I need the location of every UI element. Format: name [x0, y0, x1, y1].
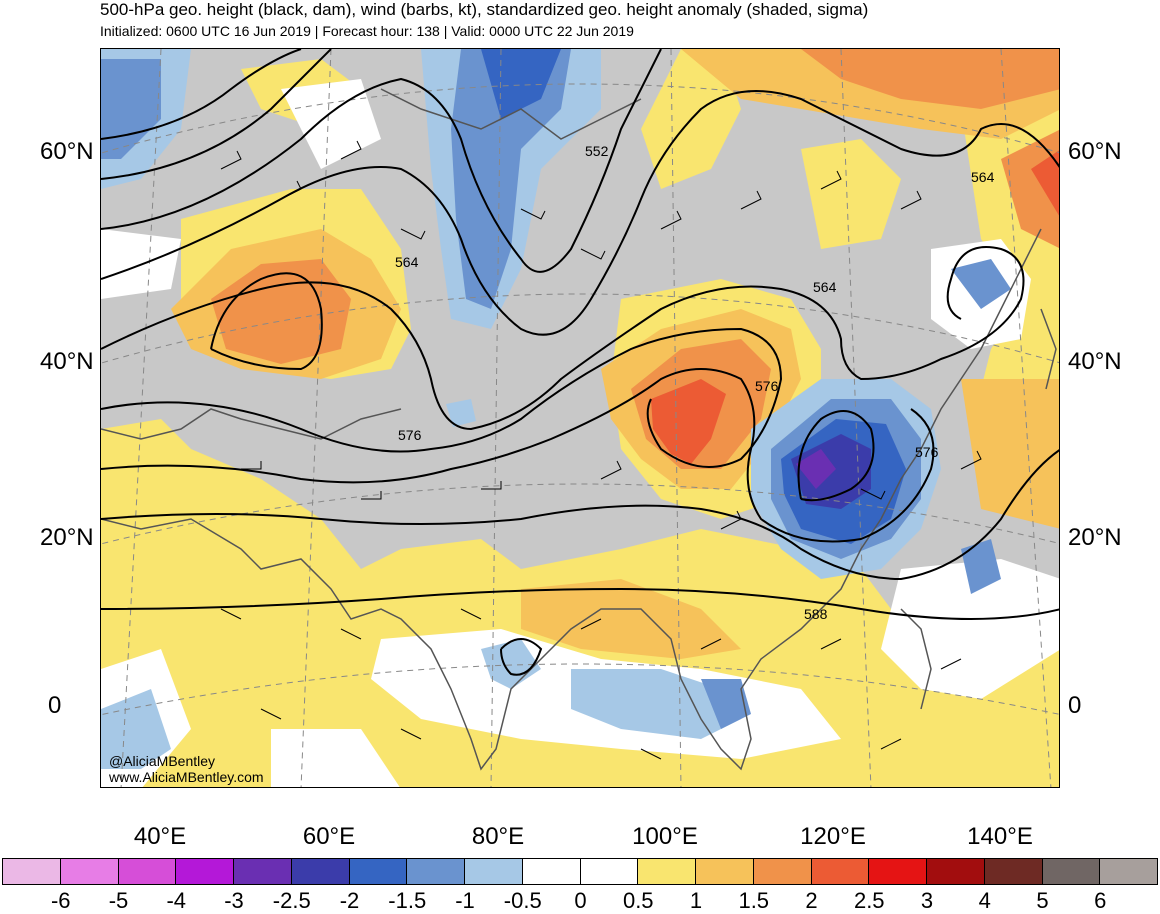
negative-anomaly-blue [101, 49, 1011, 769]
colorbar-label: -1 [455, 888, 475, 913]
colorbar-swatch [175, 858, 234, 885]
colorbar-label: -6 [50, 888, 71, 913]
colorbar-swatch [59, 858, 119, 885]
colorbar-swatch [579, 858, 639, 885]
colorbar-label: -4 [166, 888, 187, 913]
contour-label: 576 [755, 378, 779, 394]
colorbar-label: -1.5 [388, 888, 427, 913]
contour-label: 552 [585, 143, 609, 159]
lat-label-40n-left: 40°N [40, 348, 94, 375]
colorbar-label: 1.5 [738, 888, 770, 913]
map-subtitle: Initialized: 0600 UTC 16 Jun 2019 | Fore… [100, 23, 634, 39]
colorbar-label: -2 [339, 888, 360, 913]
lat-label-40n-right: 40°N [1068, 348, 1122, 375]
lon-label-120e: 120°E [800, 823, 866, 850]
colorbar-swatch [637, 858, 696, 885]
lat-label-20n-right: 20°N [1068, 524, 1122, 551]
lat-label-0-right: 0 [1068, 692, 1082, 719]
colorbar-swatch [521, 858, 581, 885]
credit-site: www.AliciaMBentley.com [109, 769, 264, 785]
colorbar-label: 2 [805, 888, 818, 913]
contour-label: 576 [915, 444, 939, 460]
colorbar-label: 6 [1094, 888, 1107, 913]
colorbar-swatch [868, 858, 927, 885]
colorbar-swatch [2, 858, 61, 885]
lon-label-60e: 60°E [302, 823, 356, 850]
colorbar-label: -3 [224, 888, 244, 913]
lon-label-80e: 80°E [471, 823, 525, 850]
lon-label-140e: 140°E [967, 823, 1033, 850]
colorbar-swatch [810, 858, 870, 885]
colorbar-swatch [406, 858, 465, 885]
contour-label: 564 [971, 169, 995, 185]
lon-label-40e: 40°E [133, 823, 187, 850]
colorbar-label: -2.5 [272, 888, 311, 913]
contour-labels: 552 564 564 564 576 576 576 588 [395, 143, 995, 622]
colorbar-swatch [117, 858, 177, 885]
colorbar-swatch [233, 858, 292, 885]
map-panel: 552 564 564 564 576 576 576 588 @AliciaM… [100, 48, 1060, 788]
colorbar-swatch [1099, 858, 1158, 885]
anomaly-map: 552 564 564 564 576 576 576 588 [101, 49, 1059, 787]
colorbar-swatch [348, 858, 408, 885]
lat-label-0-left: 0 [48, 692, 62, 719]
colorbar-label: 0.5 [622, 888, 654, 913]
colorbar-swatch [464, 858, 523, 885]
lat-label-60n-left: 60°N [40, 138, 94, 165]
colorbar-swatch [695, 858, 754, 885]
map-title: 500-hPa geo. height (black, dam), wind (… [100, 0, 869, 19]
contour-label: 564 [813, 279, 837, 295]
colorbar-swatch [926, 858, 985, 885]
graticule [101, 49, 1059, 787]
colorbar-label: 0 [574, 888, 587, 913]
colorbar-label: 5 [1036, 888, 1049, 913]
colorbar [2, 858, 1158, 885]
colorbar-label: 3 [920, 888, 934, 913]
contour-label: 564 [395, 254, 419, 270]
colorbar-swatch [983, 858, 1043, 885]
colorbar-swatch [752, 858, 812, 885]
contour-label: 576 [398, 427, 422, 443]
contour-label: 588 [804, 606, 828, 622]
colorbar-label: 4 [978, 888, 991, 913]
colorbar-label: 2.5 [853, 888, 885, 913]
lat-label-20n-left: 20°N [40, 524, 94, 551]
colorbar-swatch [1041, 858, 1101, 885]
positive-anomaly-orange [171, 49, 1059, 659]
wind-barbs [220, 140, 982, 760]
colorbar-label: -0.5 [503, 888, 542, 913]
height-contours [101, 49, 1059, 676]
coastlines [101, 88, 1057, 771]
colorbar-label: 1 [689, 888, 703, 913]
colorbar-label: -5 [108, 888, 129, 913]
lon-label-100e: 100°E [632, 823, 698, 850]
credit-handle: @AliciaMBentley [109, 753, 216, 769]
lat-label-60n-right: 60°N [1068, 138, 1122, 165]
colorbar-swatch [290, 858, 350, 885]
